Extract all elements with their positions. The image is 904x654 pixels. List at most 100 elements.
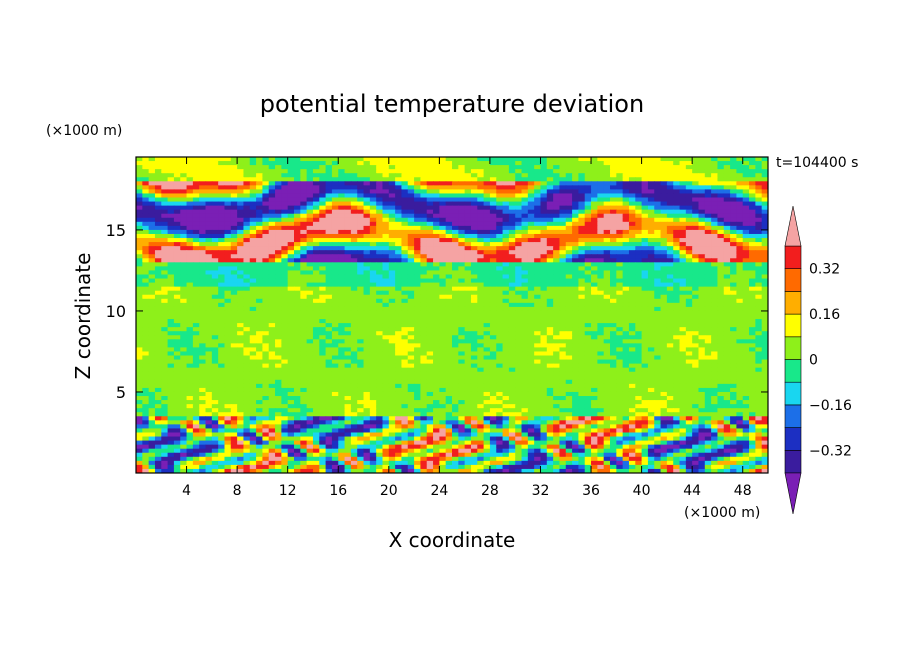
field-cell	[300, 302, 308, 308]
field-cell	[508, 347, 516, 353]
field-cell	[142, 323, 150, 328]
field-cell	[508, 161, 516, 166]
field-cell	[414, 278, 421, 284]
field-cell	[603, 177, 611, 182]
field-cell	[167, 335, 175, 340]
field-cell	[679, 351, 687, 357]
field-cell	[294, 185, 301, 191]
field-cell	[268, 294, 276, 300]
field-cell	[161, 161, 169, 166]
field-cell	[742, 274, 750, 280]
field-cell	[692, 246, 700, 251]
field-cell	[192, 238, 200, 243]
field-cell	[445, 335, 453, 340]
field-cell	[445, 213, 453, 219]
field-cell	[578, 286, 586, 292]
field-cell	[407, 315, 415, 320]
field-cell	[496, 177, 504, 182]
field-cell	[749, 242, 756, 247]
field-cell	[559, 242, 567, 247]
field-cell	[218, 339, 226, 344]
field-cell	[622, 254, 630, 259]
field-cell	[161, 246, 169, 251]
field-cell	[603, 258, 611, 263]
field-cell	[553, 225, 561, 231]
field-cell	[515, 246, 523, 251]
field-cell	[350, 270, 358, 276]
field-cell	[300, 266, 308, 272]
field-cell	[211, 282, 219, 288]
field-cell	[502, 250, 510, 255]
field-cell	[205, 189, 213, 195]
field-cell	[610, 229, 617, 235]
field-cell	[515, 177, 523, 182]
field-cell	[325, 302, 333, 308]
field-cell	[312, 286, 320, 292]
field-cell	[660, 258, 668, 263]
field-cell	[666, 250, 674, 255]
field-cell	[319, 205, 327, 211]
field-cell	[230, 310, 238, 316]
field-cell	[704, 262, 712, 267]
field-cell	[685, 278, 693, 284]
field-cell	[325, 233, 333, 239]
field-cell	[515, 229, 523, 235]
field-cell	[464, 270, 472, 276]
field-cell	[325, 306, 333, 312]
field-cell	[704, 355, 712, 361]
field-cell	[660, 225, 668, 231]
field-cell	[344, 233, 352, 239]
field-cell	[508, 327, 516, 332]
field-cell	[180, 286, 188, 292]
field-cell	[256, 274, 263, 280]
field-cell	[382, 173, 390, 178]
field-cell	[382, 339, 390, 344]
field-cell	[654, 339, 662, 344]
field-cell	[338, 343, 346, 349]
field-cell	[654, 221, 662, 227]
field-cell	[578, 290, 586, 296]
field-cell	[496, 306, 504, 312]
field-cell	[515, 233, 523, 239]
field-cell	[704, 327, 712, 332]
field-cell	[736, 310, 744, 316]
field-cell	[420, 315, 428, 320]
field-cell	[553, 323, 561, 328]
field-cell	[666, 197, 674, 203]
field-cell	[287, 323, 295, 328]
field-cell	[338, 225, 346, 231]
field-cell	[666, 209, 674, 215]
field-cell	[306, 315, 314, 320]
field-cell	[262, 205, 270, 211]
field-cell	[508, 217, 516, 223]
field-cell	[641, 225, 649, 231]
field-cell	[445, 250, 453, 255]
field-cell	[325, 327, 333, 332]
field-cell	[464, 310, 472, 316]
field-cell	[641, 331, 649, 336]
field-cell	[698, 185, 706, 191]
field-cell	[414, 294, 421, 300]
field-cell	[635, 290, 643, 296]
field-cell	[647, 209, 655, 215]
field-cell	[502, 323, 510, 328]
field-cell	[281, 246, 289, 251]
field-cell	[243, 290, 251, 296]
field-cell	[306, 335, 314, 340]
field-cell	[445, 165, 453, 170]
field-cell	[515, 327, 523, 332]
field-cell	[445, 327, 453, 332]
y-unit-label: (×1000 m)	[46, 123, 122, 139]
field-cell	[211, 335, 219, 340]
field-cell	[591, 258, 598, 263]
field-cell	[565, 351, 573, 357]
field-cell	[211, 246, 219, 251]
field-cell	[338, 157, 346, 162]
field-cell	[192, 161, 200, 166]
field-cell	[414, 351, 421, 357]
field-cell	[458, 258, 466, 263]
field-cell	[736, 165, 744, 170]
field-cell	[154, 310, 162, 316]
field-cell	[521, 343, 529, 349]
field-cell	[546, 355, 554, 361]
